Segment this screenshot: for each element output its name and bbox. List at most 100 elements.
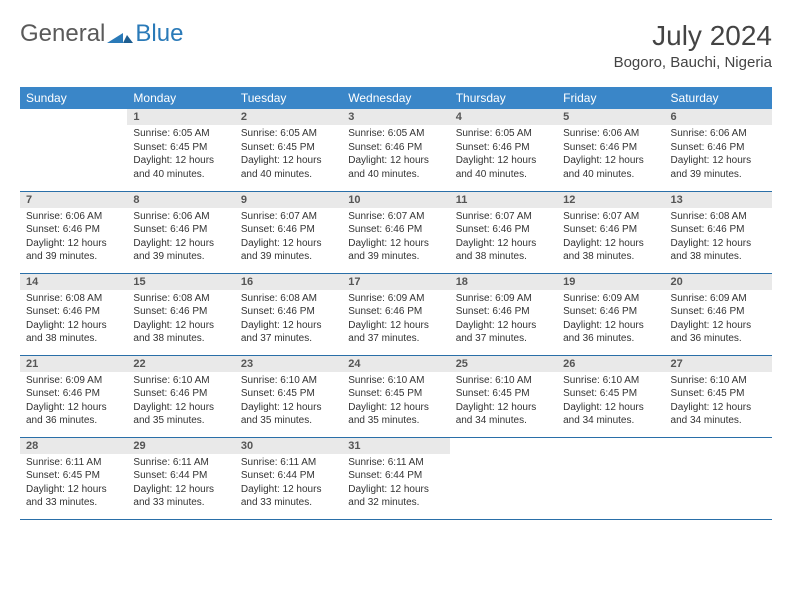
brand-logo: General Blue [20,20,183,48]
day-details: Sunrise: 6:07 AMSunset: 6:46 PMDaylight:… [235,208,342,268]
sunset-line: Sunset: 6:46 PM [671,223,766,237]
daylight-line: Daylight: 12 hours and 40 minutes. [563,154,658,181]
sunrise-line: Sunrise: 6:08 AM [671,210,766,224]
day-number: 3 [342,109,449,125]
daylight-line: Daylight: 12 hours and 39 minutes. [348,237,443,264]
sunrise-line: Sunrise: 6:05 AM [133,127,228,141]
sunrise-line: Sunrise: 6:11 AM [26,456,121,470]
sunrise-line: Sunrise: 6:07 AM [563,210,658,224]
sunset-line: Sunset: 6:46 PM [133,387,228,401]
day-details: Sunrise: 6:06 AMSunset: 6:46 PMDaylight:… [557,125,664,185]
sunset-line: Sunset: 6:45 PM [456,387,551,401]
sunrise-line: Sunrise: 6:06 AM [563,127,658,141]
day-details: Sunrise: 6:10 AMSunset: 6:45 PMDaylight:… [557,372,664,432]
brand-part1: General [20,20,105,48]
day-number: 23 [235,356,342,372]
calendar-table: SundayMondayTuesdayWednesdayThursdayFrid… [20,87,772,520]
daylight-line: Daylight: 12 hours and 32 minutes. [348,483,443,510]
day-number: 28 [20,438,127,454]
calendar-day-cell: 12Sunrise: 6:07 AMSunset: 6:46 PMDayligh… [557,191,664,273]
day-details: Sunrise: 6:05 AMSunset: 6:46 PMDaylight:… [342,125,449,185]
sunset-line: Sunset: 6:46 PM [26,305,121,319]
calendar-day-cell: 17Sunrise: 6:09 AMSunset: 6:46 PMDayligh… [342,273,449,355]
sunrise-line: Sunrise: 6:10 AM [241,374,336,388]
day-number: 17 [342,274,449,290]
daylight-line: Daylight: 12 hours and 34 minutes. [671,401,766,428]
day-number: 19 [557,274,664,290]
sunrise-line: Sunrise: 6:08 AM [241,292,336,306]
daylight-line: Daylight: 12 hours and 39 minutes. [671,154,766,181]
sunrise-line: Sunrise: 6:10 AM [133,374,228,388]
day-details: Sunrise: 6:10 AMSunset: 6:45 PMDaylight:… [450,372,557,432]
daylight-line: Daylight: 12 hours and 40 minutes. [456,154,551,181]
sunset-line: Sunset: 6:46 PM [348,141,443,155]
page-header: General Blue July 2024 Bogoro, Bauchi, N… [20,20,772,71]
calendar-day-cell: 24Sunrise: 6:10 AMSunset: 6:45 PMDayligh… [342,355,449,437]
calendar-day-cell: 14Sunrise: 6:08 AMSunset: 6:46 PMDayligh… [20,273,127,355]
sunset-line: Sunset: 6:46 PM [241,223,336,237]
daylight-line: Daylight: 12 hours and 40 minutes. [348,154,443,181]
weekday-header-cell: Wednesday [342,87,449,109]
sunset-line: Sunset: 6:46 PM [563,141,658,155]
daylight-line: Daylight: 12 hours and 33 minutes. [133,483,228,510]
title-block: July 2024 Bogoro, Bauchi, Nigeria [614,20,772,71]
daylight-line: Daylight: 12 hours and 40 minutes. [133,154,228,181]
day-details: Sunrise: 6:09 AMSunset: 6:46 PMDaylight:… [557,290,664,350]
calendar-day-cell: 20Sunrise: 6:09 AMSunset: 6:46 PMDayligh… [665,273,772,355]
sunrise-line: Sunrise: 6:09 AM [348,292,443,306]
sunrise-line: Sunrise: 6:11 AM [133,456,228,470]
daylight-line: Daylight: 12 hours and 36 minutes. [671,319,766,346]
sunrise-line: Sunrise: 6:10 AM [563,374,658,388]
daylight-line: Daylight: 12 hours and 35 minutes. [241,401,336,428]
calendar-day-cell: 9Sunrise: 6:07 AMSunset: 6:46 PMDaylight… [235,191,342,273]
calendar-day-cell: 25Sunrise: 6:10 AMSunset: 6:45 PMDayligh… [450,355,557,437]
daylight-line: Daylight: 12 hours and 38 minutes. [133,319,228,346]
weekday-header-cell: Tuesday [235,87,342,109]
sunrise-line: Sunrise: 6:07 AM [241,210,336,224]
day-number: 11 [450,192,557,208]
calendar-day-cell: 18Sunrise: 6:09 AMSunset: 6:46 PMDayligh… [450,273,557,355]
calendar-day-cell: 8Sunrise: 6:06 AMSunset: 6:46 PMDaylight… [127,191,234,273]
weekday-header-cell: Friday [557,87,664,109]
calendar-day-cell: 19Sunrise: 6:09 AMSunset: 6:46 PMDayligh… [557,273,664,355]
day-number: 13 [665,192,772,208]
daylight-line: Daylight: 12 hours and 38 minutes. [26,319,121,346]
day-number: 24 [342,356,449,372]
day-number: 7 [20,192,127,208]
day-details: Sunrise: 6:10 AMSunset: 6:45 PMDaylight:… [665,372,772,432]
sunset-line: Sunset: 6:46 PM [133,223,228,237]
calendar-empty-cell [665,437,772,519]
sunset-line: Sunset: 6:46 PM [26,387,121,401]
sunrise-line: Sunrise: 6:11 AM [348,456,443,470]
calendar-day-cell: 31Sunrise: 6:11 AMSunset: 6:44 PMDayligh… [342,437,449,519]
sunset-line: Sunset: 6:45 PM [241,387,336,401]
sunset-line: Sunset: 6:46 PM [456,141,551,155]
calendar-day-cell: 10Sunrise: 6:07 AMSunset: 6:46 PMDayligh… [342,191,449,273]
sunset-line: Sunset: 6:46 PM [563,305,658,319]
day-details: Sunrise: 6:05 AMSunset: 6:45 PMDaylight:… [127,125,234,185]
sunrise-line: Sunrise: 6:09 AM [563,292,658,306]
sunset-line: Sunset: 6:46 PM [26,223,121,237]
daylight-line: Daylight: 12 hours and 38 minutes. [456,237,551,264]
calendar-day-cell: 28Sunrise: 6:11 AMSunset: 6:45 PMDayligh… [20,437,127,519]
sunrise-line: Sunrise: 6:09 AM [671,292,766,306]
sunrise-line: Sunrise: 6:10 AM [456,374,551,388]
day-number: 8 [127,192,234,208]
calendar-day-cell: 5Sunrise: 6:06 AMSunset: 6:46 PMDaylight… [557,109,664,191]
sunset-line: Sunset: 6:45 PM [26,469,121,483]
sunset-line: Sunset: 6:46 PM [456,305,551,319]
weekday-header-cell: Sunday [20,87,127,109]
sunset-line: Sunset: 6:45 PM [241,141,336,155]
day-details: Sunrise: 6:08 AMSunset: 6:46 PMDaylight:… [665,208,772,268]
day-number: 9 [235,192,342,208]
day-number: 16 [235,274,342,290]
daylight-line: Daylight: 12 hours and 34 minutes. [563,401,658,428]
daylight-line: Daylight: 12 hours and 34 minutes. [456,401,551,428]
sunrise-line: Sunrise: 6:08 AM [133,292,228,306]
day-number: 12 [557,192,664,208]
day-details: Sunrise: 6:11 AMSunset: 6:44 PMDaylight:… [235,454,342,514]
daylight-line: Daylight: 12 hours and 37 minutes. [241,319,336,346]
day-number: 18 [450,274,557,290]
day-details: Sunrise: 6:10 AMSunset: 6:45 PMDaylight:… [342,372,449,432]
sunrise-line: Sunrise: 6:07 AM [348,210,443,224]
